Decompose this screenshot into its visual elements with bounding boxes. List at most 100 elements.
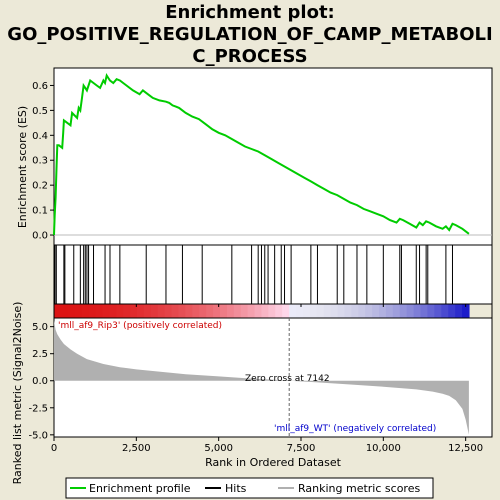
colorbar-segment bbox=[344, 304, 352, 318]
colorbar-segment bbox=[434, 304, 442, 318]
colorbar-segment bbox=[379, 304, 387, 318]
top-y-tick-label: 0.4 bbox=[32, 131, 48, 142]
colorbar-segment bbox=[275, 304, 283, 318]
x-axis-label: Rank in Ordered Dataset bbox=[205, 456, 342, 469]
colorbar-segment bbox=[302, 304, 311, 318]
colorbar-segment bbox=[247, 304, 256, 318]
colorbar-segment bbox=[60, 304, 69, 318]
colorbar-segment bbox=[206, 304, 214, 318]
x-tick-label: 7,500 bbox=[287, 443, 316, 454]
colorbar-segment bbox=[448, 304, 456, 318]
chart-title: Enrichment plot: GO_POSITIVE_REGULATION_… bbox=[0, 2, 500, 68]
legend-box bbox=[65, 477, 434, 499]
ranking-metric-layer bbox=[54, 318, 469, 437]
enrichment-profile-line bbox=[53, 72, 470, 236]
top-y-axis: 0.0 0.1 0.2 0.3 0.4 0.5 0.6 bbox=[32, 81, 54, 242]
colorbar-segment bbox=[143, 304, 152, 318]
title-line-3: C_PROCESS bbox=[192, 46, 308, 67]
colorbar-segment bbox=[337, 304, 346, 318]
x-tick-label: 12,500 bbox=[448, 443, 483, 454]
enrichment-profile-layer bbox=[53, 72, 470, 236]
negative-correlation-label: 'mll_af9_WT' (negatively correlated) bbox=[274, 424, 436, 434]
bottom-y-axis: 5.0 2.5 0.0 -2.5 -5.0 bbox=[28, 322, 54, 441]
colorbar-segment bbox=[372, 304, 380, 318]
colorbar-segment bbox=[330, 304, 339, 318]
legend-hits-label: Hits bbox=[225, 482, 247, 495]
colorbar-segment bbox=[199, 304, 207, 318]
colorbar-segment bbox=[254, 304, 263, 318]
colorbar-segment bbox=[413, 304, 422, 318]
colorbar-segment bbox=[455, 304, 463, 318]
colorbar-segment bbox=[323, 304, 332, 318]
colorbar-segment bbox=[316, 304, 325, 318]
ranking-colorbar bbox=[53, 303, 493, 319]
zero-cross-label: Zero cross at 7142 bbox=[245, 374, 330, 384]
bottom-y-tick-label: -5.0 bbox=[28, 430, 48, 441]
colorbar-segment bbox=[296, 304, 304, 318]
title-line-2: GO_POSITIVE_REGULATION_OF_CAMP_METABOLI bbox=[7, 24, 493, 45]
top-y-axis-label: Enrichment score (ES) bbox=[16, 106, 29, 228]
x-tick-label: 2,500 bbox=[122, 443, 151, 454]
bottom-y-tick-label: -2.5 bbox=[28, 403, 48, 414]
top-y-tick-label: 0.3 bbox=[32, 156, 48, 167]
colorbar-segment bbox=[261, 304, 269, 318]
legend: Enrichment profile Hits Ranking metric s… bbox=[65, 477, 434, 499]
title-line-1: Enrichment plot: bbox=[165, 2, 335, 23]
ranking-metric-area bbox=[54, 320, 469, 435]
colorbar-segment bbox=[392, 304, 401, 318]
bottom-y-tick-label: 0.0 bbox=[32, 376, 48, 387]
colorbar-segment bbox=[74, 304, 83, 318]
positive-correlation-label: 'mll_af9_Rip3' (positively correlated) bbox=[58, 321, 222, 331]
hits-layer bbox=[54, 245, 453, 304]
colorbar-segment bbox=[81, 304, 90, 318]
colorbar-segment bbox=[462, 304, 470, 318]
colorbar-segment bbox=[123, 304, 131, 318]
colorbar-segment bbox=[365, 304, 373, 318]
legend-ranking-label: Ranking metric scores bbox=[298, 482, 420, 495]
top-y-tick-label: 0.6 bbox=[32, 81, 48, 92]
legend-enrichment-label: Enrichment profile bbox=[89, 482, 191, 495]
colorbar-frame bbox=[53, 303, 493, 319]
colorbar-segment bbox=[420, 304, 429, 318]
top-y-tick-label: 0.5 bbox=[32, 106, 48, 117]
colorbar-segment bbox=[427, 304, 435, 318]
colorbar-segment bbox=[351, 304, 359, 318]
x-axis: 0 2,500 5,000 7,500 10,000 12,500 bbox=[51, 437, 483, 454]
colorbar-segment bbox=[116, 304, 124, 318]
colorbar-segment bbox=[385, 304, 394, 318]
colorbar-segment bbox=[136, 304, 145, 318]
colorbar-segment bbox=[178, 304, 186, 318]
colorbar-segment bbox=[268, 304, 276, 318]
x-tick-label: 0 bbox=[51, 443, 57, 454]
colorbar-segment bbox=[226, 304, 235, 318]
colorbar-segment bbox=[67, 304, 76, 318]
colorbar-segment bbox=[441, 304, 449, 318]
colorbar-segment bbox=[399, 304, 408, 318]
colorbar-segment bbox=[233, 304, 242, 318]
hits-panel-frame bbox=[53, 244, 493, 305]
top-y-tick-label: 0.1 bbox=[32, 206, 48, 217]
colorbar-segment bbox=[185, 304, 193, 318]
x-tick-label: 5,000 bbox=[204, 443, 233, 454]
colorbar-segment bbox=[54, 304, 62, 318]
colorbar-segment bbox=[171, 304, 180, 318]
colorbar-segment bbox=[213, 304, 221, 318]
colorbar-segment bbox=[164, 304, 173, 318]
colorbar-segment bbox=[309, 304, 318, 318]
colorbar-segment bbox=[240, 304, 249, 318]
colorbar-segment bbox=[130, 304, 138, 318]
colorbar-segment bbox=[150, 304, 159, 318]
colorbar-segment bbox=[95, 304, 104, 318]
top-y-tick-label: 0.0 bbox=[32, 231, 48, 242]
top-panel-frame bbox=[53, 67, 493, 246]
colorbar-segment bbox=[88, 304, 97, 318]
colorbar-segment bbox=[219, 304, 228, 318]
colorbar-segment bbox=[157, 304, 166, 318]
colorbar-segment bbox=[282, 304, 290, 318]
x-tick-label: 10,000 bbox=[366, 443, 401, 454]
bottom-y-tick-label: 5.0 bbox=[32, 322, 48, 333]
bottom-y-axis-label: Ranked list metric (Signal2Noise) bbox=[11, 302, 24, 485]
top-y-tick-label: 0.2 bbox=[32, 181, 48, 192]
colorbar-segment bbox=[289, 304, 297, 318]
